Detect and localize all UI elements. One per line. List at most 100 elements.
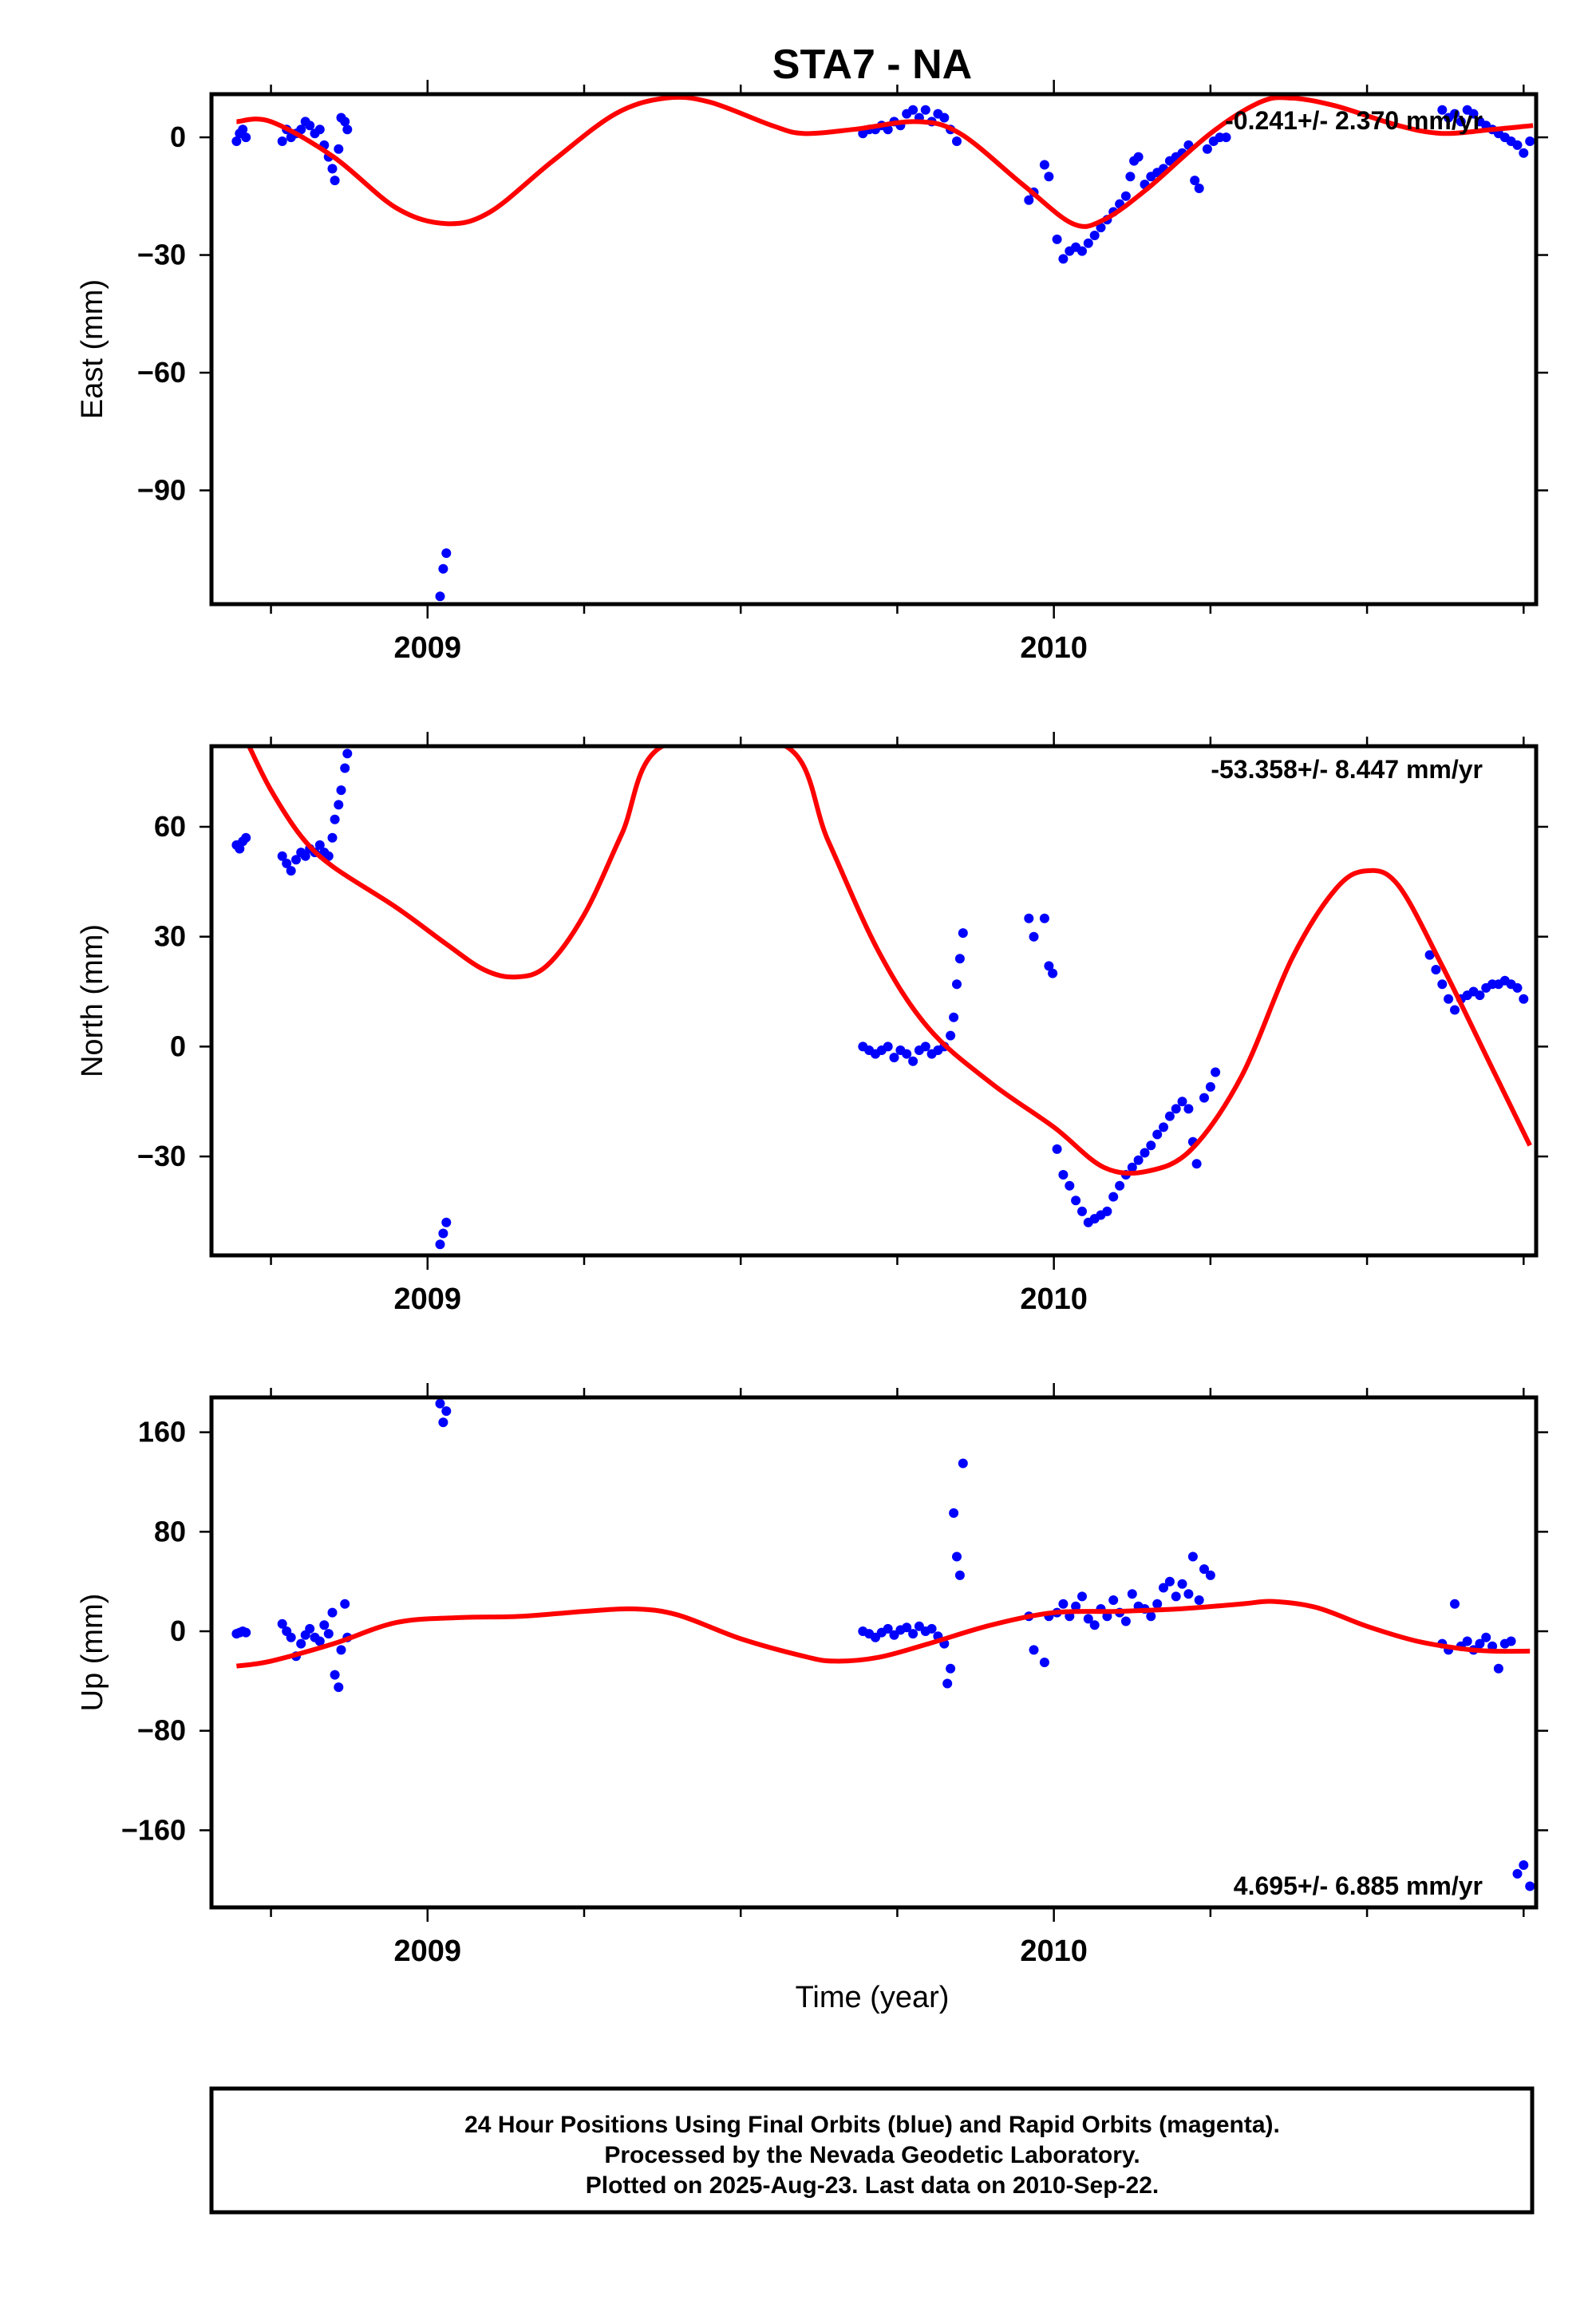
east-data-point	[1058, 254, 1069, 264]
up-data-point	[1177, 1579, 1187, 1589]
up-xtick-label: 2010	[1020, 1935, 1088, 1968]
east-frame	[209, 92, 1539, 607]
east-data-point	[1133, 152, 1144, 162]
up-panel: 160 80 0 −80 −160 2009 2010 Up (mm) 4.695+/- 6.8…	[76, 1383, 1548, 1968]
north-data-point	[1171, 1104, 1181, 1114]
north-data-point	[1039, 913, 1049, 923]
north-data-point	[958, 928, 968, 939]
north-ytick-label: −30	[137, 1140, 186, 1172]
north-ytick-label: 30	[154, 920, 186, 953]
north-y-axis-label: North (mm)	[76, 924, 109, 1077]
east-data-point	[883, 124, 893, 135]
east-data-point	[1202, 144, 1212, 154]
east-ytick-label: −60	[137, 356, 186, 389]
up-data-point	[1159, 1583, 1168, 1593]
east-data-point	[296, 124, 306, 135]
up-data-point	[1108, 1595, 1119, 1605]
east-data-point	[241, 132, 251, 143]
north-velocity-label: -53.358+/- 8.447 mm/yr	[1211, 755, 1483, 784]
up-data-point	[435, 1398, 445, 1409]
north-data-point	[1475, 990, 1485, 1001]
east-xtick-label: 2009	[394, 631, 462, 665]
up-data-point	[1462, 1636, 1472, 1646]
north-data-point	[949, 1012, 959, 1022]
north-data-point	[330, 814, 340, 824]
east-data-point	[342, 124, 353, 135]
east-data-point	[1221, 132, 1231, 143]
north-data-point	[235, 844, 245, 854]
east-data-point	[231, 136, 242, 146]
up-model-curve	[235, 1599, 1531, 1669]
east-data-point	[1083, 238, 1093, 248]
up-data-point	[1525, 1881, 1535, 1891]
north-data-point	[1077, 1206, 1087, 1216]
north-xtick-label: 2009	[394, 1282, 462, 1316]
up-data-point	[1039, 1658, 1049, 1667]
north-data-point	[1164, 1111, 1175, 1121]
north-data-point	[883, 1041, 893, 1052]
north-data-point	[1140, 1148, 1150, 1158]
up-data-point	[1146, 1611, 1156, 1622]
east-y-axis-label: East (mm)	[76, 279, 109, 419]
north-data-point	[1052, 1144, 1062, 1154]
east-data-point	[340, 117, 350, 127]
north-ytick-label: 60	[154, 810, 186, 843]
footer-frame	[209, 2086, 1535, 2215]
up-data-point	[296, 1638, 306, 1649]
up-data-point	[1102, 1611, 1112, 1622]
north-data-point	[920, 1041, 930, 1052]
north-data-point	[1029, 931, 1039, 942]
north-data-point	[1512, 982, 1523, 993]
east-data-point	[1044, 172, 1054, 182]
up-data-point	[1171, 1591, 1181, 1602]
north-data-point	[1424, 950, 1435, 960]
north-data-point	[946, 1030, 956, 1041]
up-data-point	[336, 1645, 346, 1655]
up-data-point	[327, 1607, 338, 1618]
up-ytick-label: −80	[137, 1714, 186, 1747]
north-data-point	[1133, 1155, 1144, 1165]
north-data-point	[1519, 994, 1529, 1004]
north-data-point	[1115, 1180, 1125, 1191]
up-plot-area	[231, 1398, 1535, 1891]
up-data-point	[958, 1458, 968, 1468]
up-data-point	[1199, 1564, 1209, 1575]
up-data-point	[949, 1508, 959, 1518]
east-data-point	[1089, 231, 1100, 240]
east-data-point	[327, 164, 338, 174]
east-data-point	[435, 591, 445, 602]
east-data-point	[1120, 191, 1131, 201]
north-data-points	[231, 749, 1529, 1250]
up-data-point	[1152, 1599, 1163, 1609]
east-data-point	[305, 121, 315, 131]
north-data-point	[1071, 1196, 1081, 1206]
up-data-point	[883, 1623, 893, 1634]
up-data-point	[286, 1632, 296, 1642]
east-model-curve	[236, 94, 1534, 229]
north-data-point	[902, 1049, 912, 1059]
up-data-point	[926, 1623, 937, 1634]
up-data-point	[954, 1570, 965, 1580]
up-data-point	[946, 1663, 956, 1674]
north-data-point	[1058, 1170, 1069, 1180]
north-data-point	[1431, 965, 1441, 974]
east-data-point	[1039, 160, 1049, 170]
east-data-point	[334, 144, 344, 154]
east-data-point	[1525, 136, 1535, 146]
north-data-point	[1146, 1140, 1156, 1151]
east-data-point	[441, 548, 452, 559]
north-data-point	[277, 851, 287, 861]
up-data-point	[1187, 1551, 1198, 1562]
north-data-point	[336, 785, 346, 796]
footer-line-processor: Processed by the Nevada Geodetic Laborat…	[604, 2142, 1140, 2168]
north-data-point	[438, 1228, 448, 1239]
up-y-axis-label: Up (mm)	[76, 1594, 109, 1712]
north-data-point	[340, 763, 350, 773]
east-ytick-label: 0	[170, 121, 186, 153]
east-data-point	[1077, 246, 1087, 256]
up-data-point	[1127, 1589, 1137, 1599]
up-velocity-label: 4.695+/- 6.885 mm/yr	[1234, 1871, 1483, 1900]
east-xtick-label: 2010	[1020, 631, 1088, 665]
up-data-point	[334, 1682, 344, 1693]
up-data-point	[952, 1551, 962, 1562]
